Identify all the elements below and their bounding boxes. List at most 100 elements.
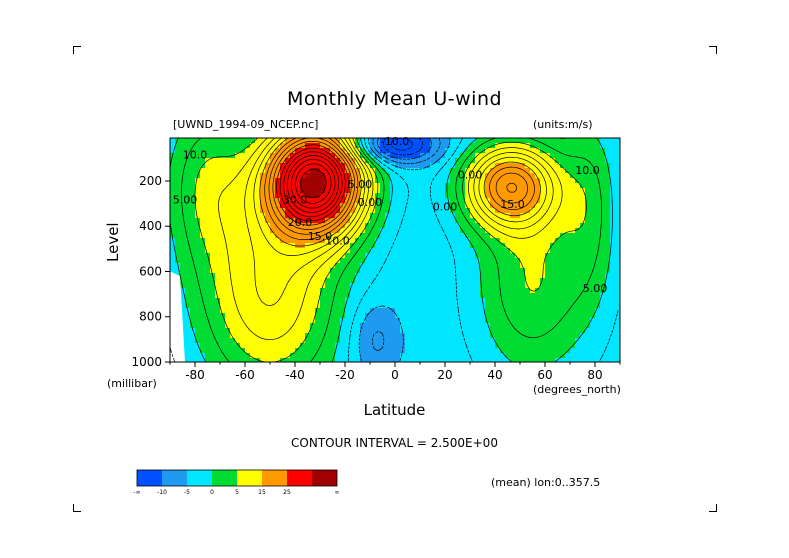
- field-cell: [315, 343, 321, 349]
- field-cell: [390, 268, 396, 274]
- field-cell: [220, 253, 226, 259]
- field-cell: [180, 288, 186, 294]
- field-cell: [600, 268, 606, 274]
- field-cell: [210, 178, 216, 184]
- field-cell: [585, 163, 591, 169]
- field-cell: [435, 153, 441, 159]
- field-cell: [240, 353, 246, 359]
- field-cell: [340, 143, 346, 149]
- field-cell: [235, 208, 241, 214]
- field-cell: [530, 198, 536, 204]
- field-cell: [435, 143, 441, 149]
- field-cell: [370, 158, 376, 164]
- field-cell: [395, 173, 401, 179]
- field-cell: [520, 138, 526, 144]
- field-cell: [375, 333, 381, 339]
- field-cell: [510, 193, 516, 199]
- field-cell: [330, 333, 336, 339]
- field-cell: [565, 313, 571, 319]
- field-cell: [460, 193, 466, 199]
- field-cell: [235, 143, 241, 149]
- field-cell: [590, 343, 596, 349]
- field-cell: [220, 228, 226, 234]
- field-cell: [425, 208, 431, 214]
- field-cell: [330, 233, 336, 239]
- field-cell: [460, 258, 466, 264]
- field-cell: [255, 343, 261, 349]
- field-cell: [385, 243, 391, 249]
- field-cell: [465, 148, 471, 154]
- field-cell: [565, 318, 571, 324]
- field-cell: [515, 218, 521, 224]
- field-cell: [245, 138, 251, 144]
- field-cell: [340, 218, 346, 224]
- field-cell: [255, 233, 261, 239]
- field-cell: [285, 348, 291, 354]
- field-cell: [500, 163, 506, 169]
- field-cell: [415, 178, 421, 184]
- field-cell: [220, 173, 226, 179]
- field-cell: [285, 283, 291, 289]
- field-cell: [600, 308, 606, 314]
- field-cell: [380, 233, 386, 239]
- y-tick-label: 800: [139, 310, 162, 324]
- field-cell: [255, 203, 261, 209]
- field-cell: [405, 213, 411, 219]
- field-cell: [565, 358, 571, 363]
- field-cell: [235, 298, 241, 304]
- field-cell: [465, 308, 471, 314]
- field-cell: [545, 198, 551, 204]
- field-cell: [470, 258, 476, 264]
- field-cell: [500, 243, 506, 249]
- field-cell: [235, 273, 241, 279]
- field-cell: [585, 168, 591, 174]
- field-cell: [435, 243, 441, 249]
- field-cell: [550, 353, 556, 359]
- field-cell: [220, 248, 226, 254]
- field-cell: [180, 253, 186, 259]
- field-cell: [575, 313, 581, 319]
- field-cell: [495, 168, 501, 174]
- field-cell: [425, 138, 431, 144]
- field-cell: [190, 318, 196, 324]
- field-cell: [345, 318, 351, 324]
- field-cell: [415, 358, 421, 363]
- field-cell: [555, 223, 561, 229]
- field-cell: [600, 348, 606, 354]
- field-cell: [415, 263, 421, 269]
- field-cell: [490, 308, 496, 314]
- field-cell: [490, 213, 496, 219]
- field-cell: [355, 263, 361, 269]
- field-cell: [250, 173, 256, 179]
- field-cell: [425, 243, 431, 249]
- field-cell: [435, 163, 441, 169]
- field-cell: [375, 343, 381, 349]
- field-cell: [490, 358, 496, 363]
- field-cell: [530, 298, 536, 304]
- field-cell: [440, 238, 446, 244]
- field-cell: [455, 208, 461, 214]
- field-cell: [455, 188, 461, 194]
- field-cell: [415, 283, 421, 289]
- field-cell: [360, 218, 366, 224]
- field-cell: [320, 148, 326, 154]
- field-cell: [575, 358, 581, 363]
- field-cell: [385, 258, 391, 264]
- colorbar-frame: [136, 469, 338, 487]
- field-cell: [500, 333, 506, 339]
- field-cell: [405, 288, 411, 294]
- field-cell: [575, 163, 581, 169]
- field-cell: [565, 228, 571, 234]
- field-cell: [600, 188, 606, 194]
- field-cell: [430, 173, 436, 179]
- field-cell: [480, 308, 486, 314]
- field-cell: [440, 338, 446, 344]
- field-cell: [565, 333, 571, 339]
- field-cell: [380, 223, 386, 229]
- field-cell: [565, 213, 571, 219]
- field-cell: [490, 218, 496, 224]
- field-cell: [410, 243, 416, 249]
- field-cell: [400, 288, 406, 294]
- field-cell: [425, 153, 431, 159]
- field-cell: [290, 213, 296, 219]
